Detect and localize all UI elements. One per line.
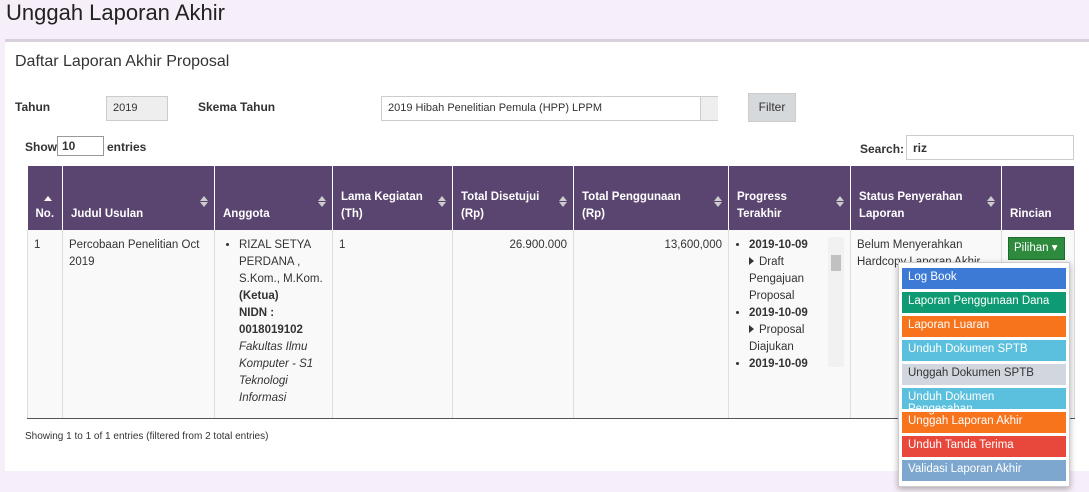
column-header[interactable]: Total Penggunaan (Rp) [573,166,729,230]
progress-status: Draft Pengajuan Proposal [749,254,826,305]
progress-date: 2019-10-09 [749,239,808,251]
progress-date: 2019-10-09 [749,358,808,367]
member: RIZAL SETYA PERDANA , S.Kom., M.Kom. (Ket… [239,237,326,407]
skema-label: Skema Tahun [198,100,276,114]
progress-date: 2019-10-09 [749,307,808,319]
search-label: Search: [860,142,905,156]
dropdown-menu: Log Book Laporan Penggunaan Dana Laporan L… [898,262,1070,487]
search-input[interactable]: riz [906,135,1074,160]
entries-select[interactable]: 10 [57,136,104,156]
dropdown-item[interactable]: Laporan Penggunaan Dana [902,292,1066,313]
nidn-label: NIDN : [239,307,275,319]
show-label: Show [25,140,57,154]
progress-status: Proposal Diajukan [749,322,826,356]
cell-judul: Percobaan Penelitian Oct 2019 [62,230,215,419]
progress-item: 2019-10-09 Draft Pengajuan Proposal [735,237,826,305]
cell-no: 1 [27,230,63,419]
pilihan-label: Pilihan [1014,242,1049,254]
table-info: Showing 1 to 1 of 1 entries (filtered fr… [25,431,269,442]
column-header[interactable]: No. [27,166,63,230]
skema-select[interactable]: 2019 Hibah Penelitian Pemula (HPP) LPPM [381,96,718,121]
column-header[interactable]: Total Disetujui (Rp) [452,166,574,230]
tahun-input[interactable]: 2019 [106,96,168,121]
fakultas: Fakultas Ilmu Komputer - S1 Teknologi In… [239,341,314,404]
cell-disetujui: 26.900.000 [452,230,574,419]
dropdown-item[interactable]: Laporan Luaran [902,316,1066,337]
pilihan-button[interactable]: Pilihan ▾ [1008,237,1065,260]
page-title: Unggah Laporan Akhir [6,0,225,25]
column-header[interactable]: Status Penyerahan Laporan [850,166,1002,230]
table: No. Judul Usulan Anggota Lama Kegiatan (Th)… [27,166,1075,419]
progress-list: 2019-10-09 Draft Pengajuan Proposal 2019-1… [735,237,844,367]
filter-button[interactable]: Filter [748,93,796,122]
column-header[interactable]: Rincian [1001,166,1075,230]
member-role: (Ketua) [239,290,279,302]
dropdown-item[interactable]: Unduh Dokumen SPTB [902,340,1066,361]
column-header[interactable]: Progress Terakhir [728,166,851,230]
dropdown-item[interactable]: Unggah Dokumen SPTB [902,364,1066,385]
scrollbar[interactable] [828,237,844,367]
cell-lama: 1 [332,230,453,419]
member-name: RIZAL SETYA PERDANA , S.Kom., M.Kom. [239,239,323,285]
cell-penggunaan: 13,600,000 [573,230,729,419]
dropdown-item[interactable]: Unduh Tanda Terima [902,436,1066,457]
dropdown-item[interactable]: Unggah Laporan Akhir [902,412,1066,433]
progress-item: 2019-10-09Dalam [735,356,826,367]
progress-item: 2019-10-09 Proposal Diajukan [735,305,826,356]
entries-label: entries [107,140,147,154]
column-header[interactable]: Anggota [214,166,333,230]
column-header[interactable]: Lama Kegiatan (Th) [332,166,453,230]
dropdown-item[interactable]: Log Book [902,268,1066,289]
select-arrow [700,97,718,120]
nidn: 0018019102 [239,324,303,336]
dropdown-item[interactable]: Validasi Laporan Akhir [902,460,1066,481]
panel-title: Daftar Laporan Akhir Proposal [15,53,230,70]
column-header[interactable]: Judul Usulan [62,166,215,230]
dropdown-item[interactable]: Unduh Dokumen Pengesahan [902,388,1066,415]
tahun-label: Tahun [15,100,51,114]
cell-anggota: RIZAL SETYA PERDANA , S.Kom., M.Kom. (Ket… [214,230,333,419]
cell-progress: 2019-10-09 Draft Pengajuan Proposal 2019-1… [728,230,851,419]
